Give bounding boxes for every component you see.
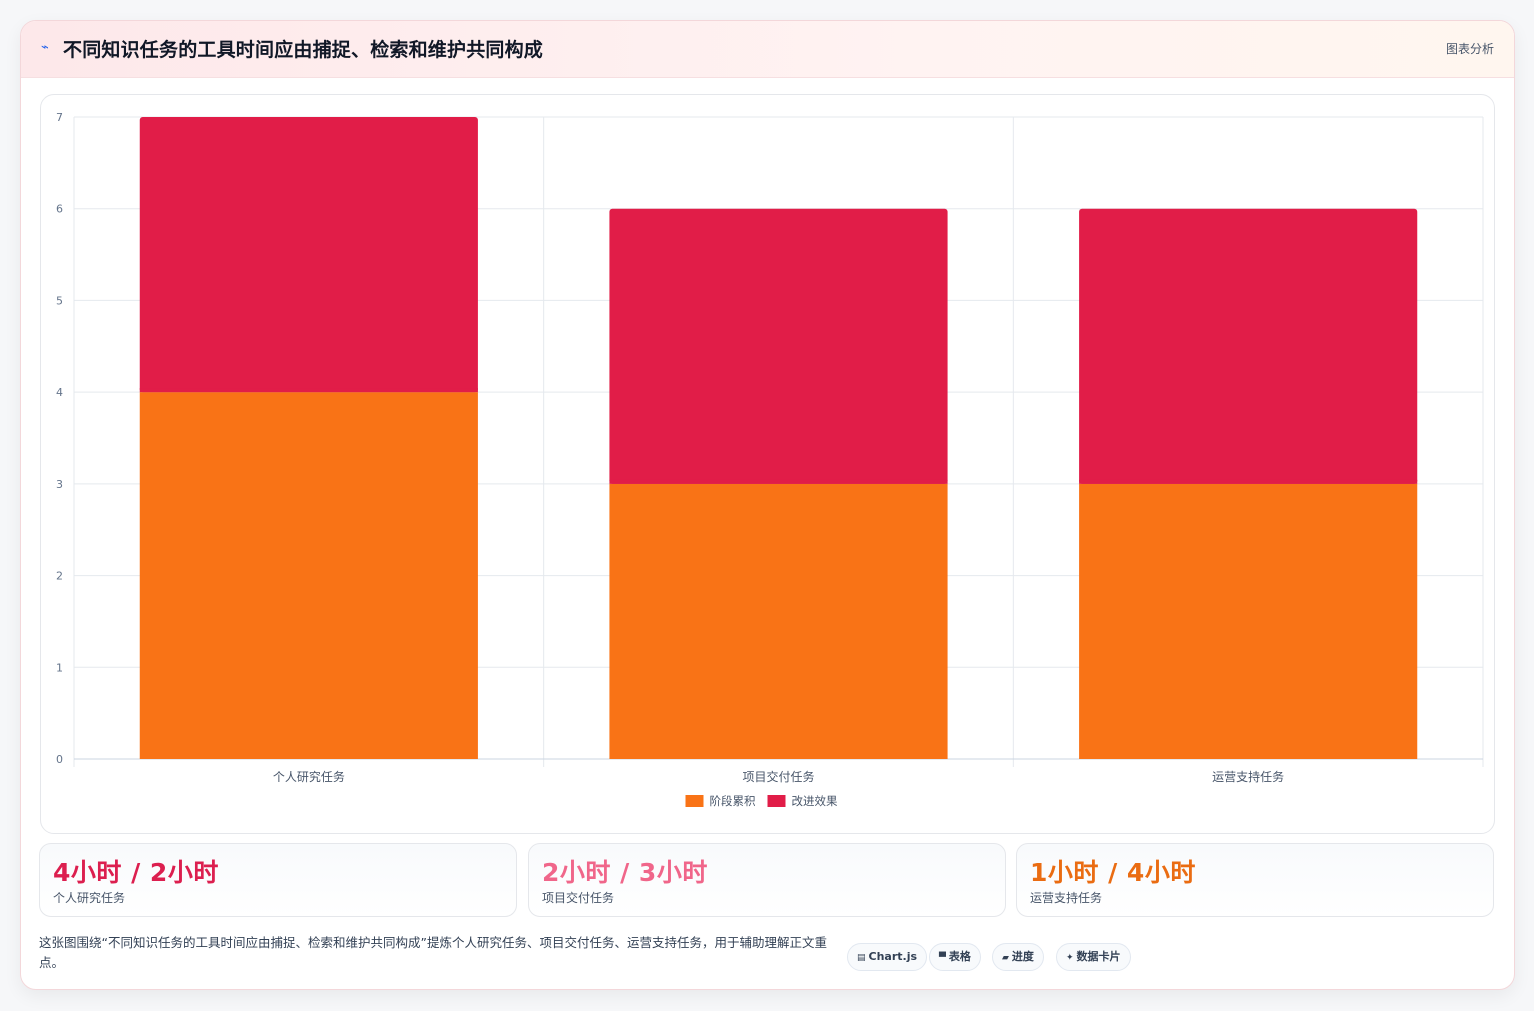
chart-analysis-link[interactable]: 图表分析 xyxy=(1445,42,1494,56)
bar-segment xyxy=(609,208,948,484)
chart-summary: 这张图围绕“不同知识任务的工具时间应由捕捉、检索和维护共同构成”提炼个人研究任务… xyxy=(39,935,827,970)
bar-segment xyxy=(1079,208,1418,484)
chart-card: ⌁ 不同知识任务的工具时间应由捕捉、检索和维护共同构成 图表分析 0 1 2 3 4 5 6… xyxy=(20,20,1515,990)
chip-table[interactable]: ▀ 表格 xyxy=(929,943,981,971)
bar-segment xyxy=(1079,483,1418,759)
stat-card: 4小时 / 2小时 个人研究任务 xyxy=(39,843,517,917)
chip-label: 进度 xyxy=(1011,950,1034,963)
y-tick-label: 4 xyxy=(56,386,63,399)
chart-panel: 0 1 2 3 4 5 6 7 个人研究任务 项目交付任务 运营支持任务阶段累积 改进效果 xyxy=(40,94,1495,834)
page-title: 不同知识任务的工具时间应由捕捉、检索和维护共同构成 xyxy=(63,39,544,61)
stat-value: 1小时 / 4小时 xyxy=(1030,858,1196,887)
y-tick-label: 5 xyxy=(56,294,63,307)
stat-card: 2小时 / 3小时 项目交付任务 xyxy=(528,843,1006,917)
chip-chartjs[interactable]: ▤ Chart.js xyxy=(847,943,928,971)
y-tick-label: 7 xyxy=(56,111,63,124)
legend-label: 阶段累积 xyxy=(710,794,756,808)
y-tick-label: 3 xyxy=(56,478,63,491)
x-tick-label: 个人研究任务 xyxy=(273,769,345,784)
table-icon: ▀ xyxy=(939,953,946,963)
chip-progress[interactable]: ▰ 进度 xyxy=(992,943,1044,971)
bar-segment-fill xyxy=(1079,479,1418,484)
chart-line-icon: ⌁ xyxy=(41,40,49,55)
bar-segment xyxy=(139,117,478,393)
legend-swatch xyxy=(767,795,786,807)
chip-label: 表格 xyxy=(948,950,971,963)
stat-label: 项目交付任务 xyxy=(542,891,615,905)
chart-icon: ▤ xyxy=(857,953,866,963)
stat-card: 1小时 / 4小时 运营支持任务 xyxy=(1016,843,1494,917)
stat-label: 个人研究任务 xyxy=(53,891,126,905)
bar-segment xyxy=(139,392,478,759)
stat-label: 运营支持任务 xyxy=(1030,891,1103,905)
stat-value: 4小时 / 2小时 xyxy=(53,858,219,887)
stat-cards: 4小时 / 2小时 个人研究任务 2小时 / 3小时 项目交付任务 1小时 / … xyxy=(39,843,1495,917)
x-tick-label: 运营支持任务 xyxy=(1212,769,1284,784)
bar-segment-fill xyxy=(609,479,948,484)
progress-icon: ▰ xyxy=(1002,953,1009,963)
card-header: ⌁ 不同知识任务的工具时间应由捕捉、检索和维护共同构成 图表分析 xyxy=(21,21,1514,78)
chip-label: 数据卡片 xyxy=(1076,950,1121,963)
x-tick-label: 项目交付任务 xyxy=(742,769,814,784)
bar-segment-fill xyxy=(139,388,478,393)
y-tick-label: 1 xyxy=(56,661,63,674)
sparkle-icon: ✦ xyxy=(1066,953,1074,963)
legend-label: 改进效果 xyxy=(792,794,838,808)
chip-label: Chart.js xyxy=(868,950,918,963)
chip-data-card[interactable]: ✦ 数据卡片 xyxy=(1056,943,1131,971)
stat-value: 2小时 / 3小时 xyxy=(542,858,708,887)
y-tick-label: 0 xyxy=(56,753,63,766)
y-tick-label: 6 xyxy=(56,203,63,216)
legend-swatch xyxy=(685,795,704,807)
bar-segment xyxy=(609,483,948,759)
y-tick-label: 2 xyxy=(56,570,63,583)
